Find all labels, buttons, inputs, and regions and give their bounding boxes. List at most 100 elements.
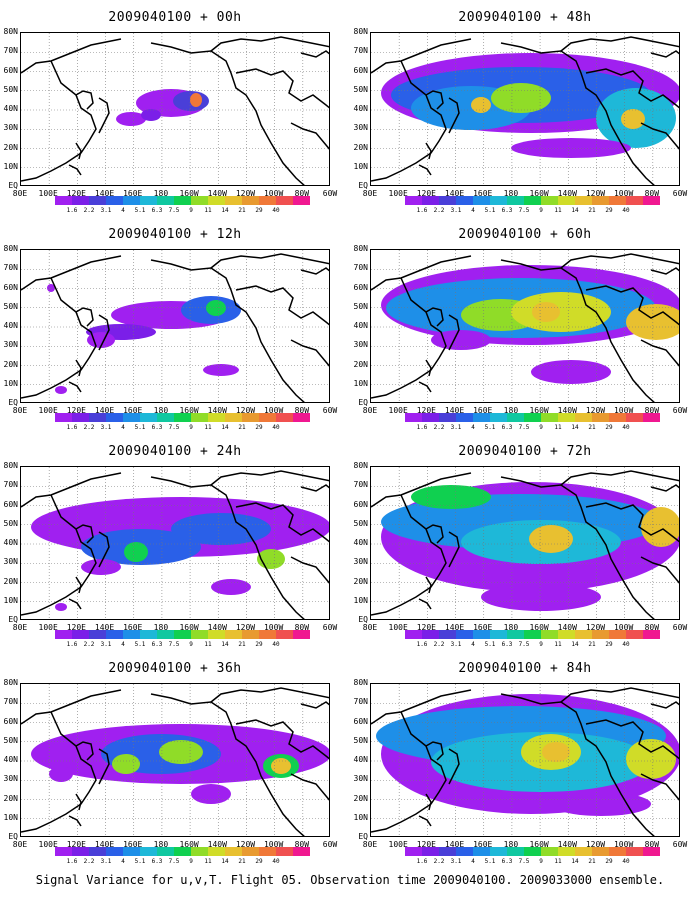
- coastline: [371, 255, 472, 291]
- longitude-label: 80W: [294, 189, 310, 198]
- coastline: [290, 773, 329, 801]
- coastline: [650, 50, 679, 58]
- colorbar-label: 3.1: [100, 207, 112, 214]
- coastline: [75, 576, 82, 594]
- colorbar-label: 7.5: [168, 641, 180, 648]
- colorbar-label: 9: [189, 641, 193, 648]
- longitude-label: 60W: [322, 189, 338, 198]
- colorbar-label: 14: [571, 858, 579, 865]
- colorbar-swatch: [541, 630, 558, 639]
- longitude-label: 120E: [66, 189, 86, 198]
- map-plot: [20, 683, 330, 837]
- coastline: [75, 307, 94, 327]
- latitude-label: EQ: [8, 398, 18, 407]
- colorbar-swatch: [422, 413, 439, 422]
- latitude-label: 50N: [353, 84, 368, 94]
- colorbar-label: 6.3: [501, 207, 513, 214]
- longitude-label: 140W: [557, 840, 577, 849]
- colorbar-swatch: [490, 847, 507, 856]
- latitude-label: 50N: [3, 735, 18, 745]
- colorbar-swatch: [259, 847, 276, 856]
- longitude-label: 80W: [294, 623, 310, 632]
- colorbar-label: 2.2: [83, 641, 95, 648]
- colorbar-swatch: [643, 196, 660, 205]
- colorbar-label: 11: [554, 207, 562, 214]
- colorbar-label: 9: [539, 424, 543, 431]
- longitude-label: 120W: [585, 406, 606, 415]
- latitude-label: 60N: [353, 716, 368, 726]
- colorbar-swatch: [242, 413, 259, 422]
- longitude-label: 120W: [235, 189, 256, 198]
- coastline: [560, 470, 679, 486]
- longitude-label: 140W: [207, 623, 227, 632]
- colorbar-label: 21: [588, 858, 596, 865]
- colorbar-label: 5.1: [484, 424, 496, 431]
- colorbar-swatch: [276, 413, 293, 422]
- longitude-label: 140E: [94, 189, 115, 198]
- colorbar-swatch: [456, 196, 473, 205]
- signal-variance-map: [21, 33, 329, 185]
- signal-variance-map: [21, 467, 329, 619]
- latitude-label: 30N: [3, 557, 18, 567]
- colorbar-swatch: [259, 196, 276, 205]
- colorbar-label: 9: [189, 424, 193, 431]
- colorbar-swatch: [422, 630, 439, 639]
- colorbar-label: 1.6: [66, 424, 78, 431]
- colorbar-swatch: [123, 413, 140, 422]
- latitude-label: 80N: [3, 244, 18, 253]
- map-plot: [370, 32, 680, 186]
- latitude-label: 40N: [3, 321, 18, 330]
- coastline: [425, 524, 444, 544]
- longitude-label: 80W: [644, 406, 660, 415]
- colorbar-swatch: [293, 630, 310, 639]
- colorbar-label: 3.1: [450, 424, 462, 431]
- map-panel: 2009040100 + 48h 80N 70N 60N 50N 40N 30N 20N 10N…: [350, 0, 700, 215]
- colorbar-swatch: [174, 847, 191, 856]
- latitude-label: 30N: [3, 123, 18, 133]
- colorbar-swatch: [72, 413, 89, 422]
- latitude-label: 70N: [3, 46, 18, 56]
- coastline: [418, 164, 432, 176]
- colorbar-label: 21: [238, 424, 246, 431]
- colorbar-label: 1.6: [416, 858, 428, 865]
- variance-region: [491, 83, 551, 113]
- longitude-label: 160W: [529, 406, 549, 415]
- colorbar-swatch: [541, 196, 558, 205]
- variance-region: [531, 360, 611, 384]
- latitude-label: 40N: [353, 538, 368, 547]
- colorbar-swatch: [242, 847, 259, 856]
- colorbar-label: 14: [571, 641, 579, 648]
- panel-title: 2009040100 + 24h: [108, 444, 242, 459]
- colorbar-swatch: [575, 413, 592, 422]
- latitude-label: 30N: [353, 123, 368, 133]
- map-panel: 2009040100 + 72h 80N 70N 60N 50N 40N 30N 20N 10N…: [350, 434, 700, 649]
- colorbar-swatch: [157, 630, 174, 639]
- colorbar-label: 11: [204, 641, 212, 648]
- colorbar-swatch: [490, 196, 507, 205]
- colorbar-swatch: [507, 630, 524, 639]
- map-panel: 2009040100 + 12h 80N 70N 60N 50N 40N 30N 20N 10N…: [0, 217, 350, 432]
- colorbar-swatch: [626, 196, 643, 205]
- longitude-label: 160E: [123, 406, 143, 415]
- longitude-label: 160W: [529, 840, 549, 849]
- latitude-label: EQ: [8, 181, 18, 190]
- latitude-label: EQ: [358, 398, 368, 407]
- variance-region: [116, 112, 146, 126]
- coastline: [98, 748, 110, 785]
- latitude-label: 10N: [353, 161, 368, 171]
- latitude-label: 40N: [353, 321, 368, 330]
- longitude-label: 100W: [263, 189, 284, 198]
- coastline: [448, 97, 460, 134]
- colorbar-label: 7.5: [168, 858, 180, 865]
- latitude-label: 70N: [3, 697, 18, 707]
- colorbar-swatch: [293, 413, 310, 422]
- coastline: [75, 741, 94, 761]
- colorbar-swatch: [524, 413, 541, 422]
- map-plot: [370, 683, 680, 837]
- longitude-label: 80E: [12, 406, 28, 415]
- colorbar-label: 7.5: [168, 207, 180, 214]
- latitude-label: 30N: [3, 774, 18, 784]
- latitude-label: 50N: [353, 518, 368, 528]
- colorbar-label: 3.1: [450, 641, 462, 648]
- colorbar-swatch: [558, 413, 575, 422]
